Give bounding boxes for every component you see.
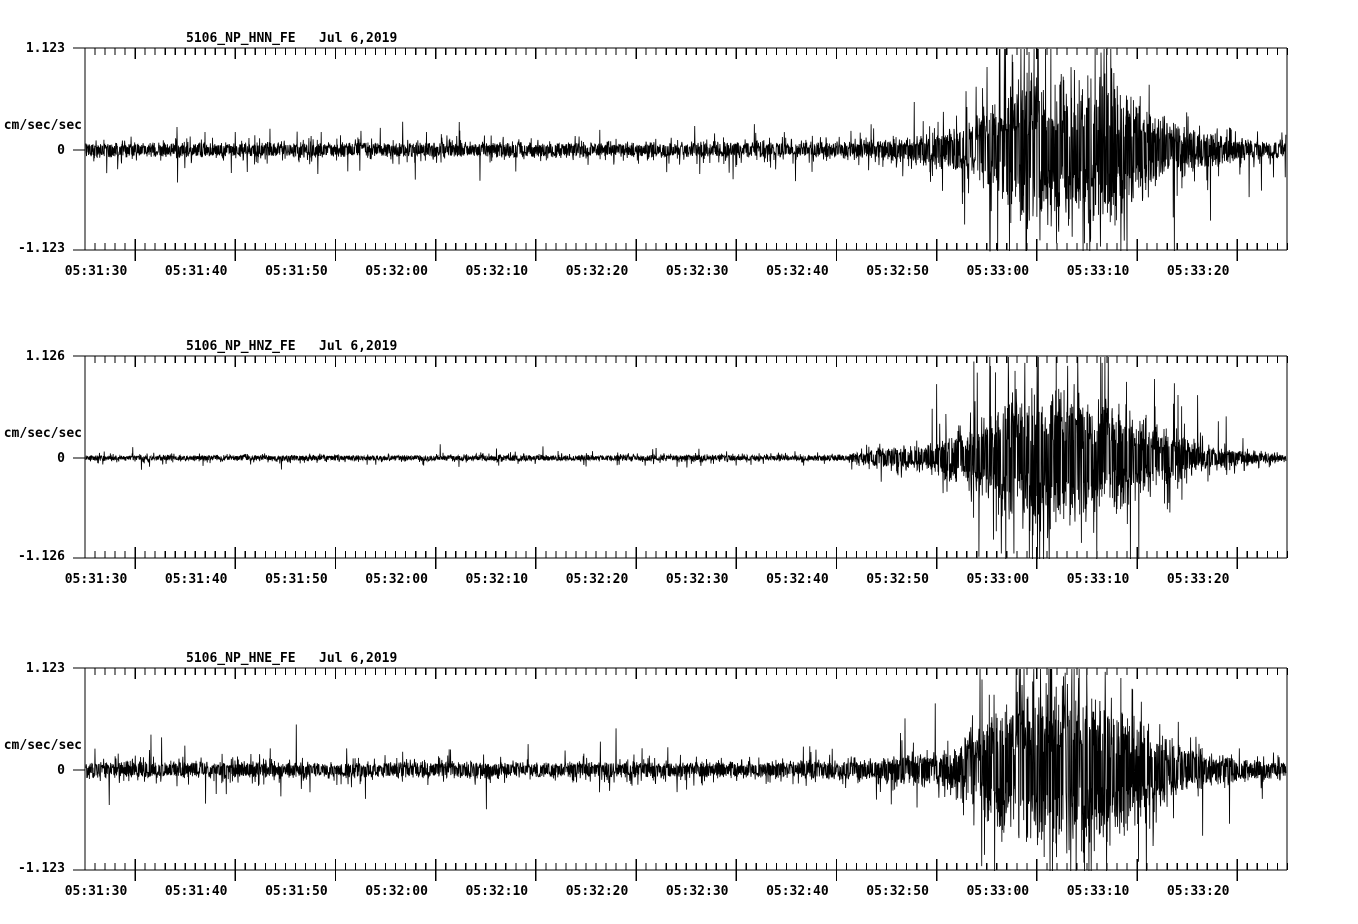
x-axis-tick-label: 05:32:40 xyxy=(766,264,829,279)
y-axis-unit-label: cm/sec/sec xyxy=(3,426,82,441)
waveform-trace xyxy=(85,48,1287,252)
x-axis-tick-label: 05:31:50 xyxy=(265,884,328,899)
x-axis-tick-label: 05:33:00 xyxy=(966,264,1030,279)
y-max-label: 1.123 xyxy=(25,661,65,676)
panel-title: 5106_NP_HNN_FE Jul 6,2019 xyxy=(186,31,398,46)
x-axis-tick-label: 05:32:50 xyxy=(866,884,929,899)
x-axis-tick-label: 05:32:40 xyxy=(766,572,829,587)
x-axis-tick-label: 05:32:10 xyxy=(465,264,529,279)
y-zero-label: 0 xyxy=(57,763,65,778)
x-axis-tick-label: 05:33:10 xyxy=(1066,572,1130,587)
y-axis-unit-label: cm/sec/sec xyxy=(3,738,82,753)
seismogram-panel-hne: 5106_NP_HNE_FE Jul 6,2019 cm/sec/sec 1.1… xyxy=(0,620,1358,924)
waveform-plot-area xyxy=(73,47,1289,261)
x-axis-tick-label: 05:31:30 xyxy=(64,884,128,899)
x-axis-tick-label: 05:32:50 xyxy=(866,264,929,279)
x-axis-tick-label: 05:31:40 xyxy=(164,264,228,279)
y-min-label: -1.126 xyxy=(18,549,65,564)
y-zero-label: 0 xyxy=(57,143,65,158)
x-axis-tick-label: 05:32:30 xyxy=(665,572,729,587)
x-axis-tick-label: 05:31:30 xyxy=(64,572,128,587)
x-axis-tick-label: 05:31:40 xyxy=(164,572,228,587)
panel-title: 5106_NP_HNE_FE Jul 6,2019 xyxy=(186,651,398,666)
x-axis-tick-label: 05:32:00 xyxy=(365,884,428,899)
x-axis-tick-label: 05:32:20 xyxy=(565,264,629,279)
x-axis-tick-label: 05:32:50 xyxy=(866,572,929,587)
y-max-label: 1.126 xyxy=(25,349,65,364)
x-axis-tick-label: 05:32:00 xyxy=(365,572,428,587)
y-axis-unit-label: cm/sec/sec xyxy=(3,118,82,133)
y-min-label: -1.123 xyxy=(18,241,65,256)
x-axis-tick-label: 05:33:00 xyxy=(966,884,1030,899)
x-axis-tick-label: 05:33:20 xyxy=(1166,264,1230,279)
x-axis-tick-label: 05:32:10 xyxy=(465,572,529,587)
x-axis-tick-label: 05:33:10 xyxy=(1066,264,1130,279)
waveform-plot-area xyxy=(73,355,1289,569)
x-axis-tick-label: 05:33:00 xyxy=(966,572,1030,587)
x-axis-tick-label: 05:33:20 xyxy=(1166,572,1230,587)
seismogram-panel-hnn: 5106_NP_HNN_FE Jul 6,2019 cm/sec/sec 1.1… xyxy=(0,0,1358,300)
waveform-trace xyxy=(85,356,1287,560)
x-axis-tick-label: 05:32:20 xyxy=(565,884,629,899)
x-axis-tick-label: 05:31:30 xyxy=(64,264,128,279)
y-zero-label: 0 xyxy=(57,451,65,466)
x-axis-tick-label: 05:31:50 xyxy=(265,572,328,587)
panel-title: 5106_NP_HNZ_FE Jul 6,2019 xyxy=(186,339,398,354)
y-max-label: 1.123 xyxy=(25,41,65,56)
seismogram-panel-hnz: 5106_NP_HNZ_FE Jul 6,2019 cm/sec/sec 1.1… xyxy=(0,308,1358,608)
x-axis-tick-label: 05:31:50 xyxy=(265,264,328,279)
waveform-plot-area xyxy=(73,667,1289,881)
waveform-trace xyxy=(85,668,1287,872)
x-axis-tick-label: 05:32:10 xyxy=(465,884,529,899)
y-min-label: -1.123 xyxy=(18,861,65,876)
x-axis-tick-label: 05:31:40 xyxy=(164,884,228,899)
x-axis-tick-label: 05:32:00 xyxy=(365,264,428,279)
x-axis-tick-label: 05:32:20 xyxy=(565,572,629,587)
x-axis-tick-label: 05:32:40 xyxy=(766,884,829,899)
x-axis-tick-label: 05:32:30 xyxy=(665,264,729,279)
x-axis-tick-label: 05:33:20 xyxy=(1166,884,1230,899)
x-axis-tick-label: 05:33:10 xyxy=(1066,884,1130,899)
x-axis-tick-label: 05:32:30 xyxy=(665,884,729,899)
